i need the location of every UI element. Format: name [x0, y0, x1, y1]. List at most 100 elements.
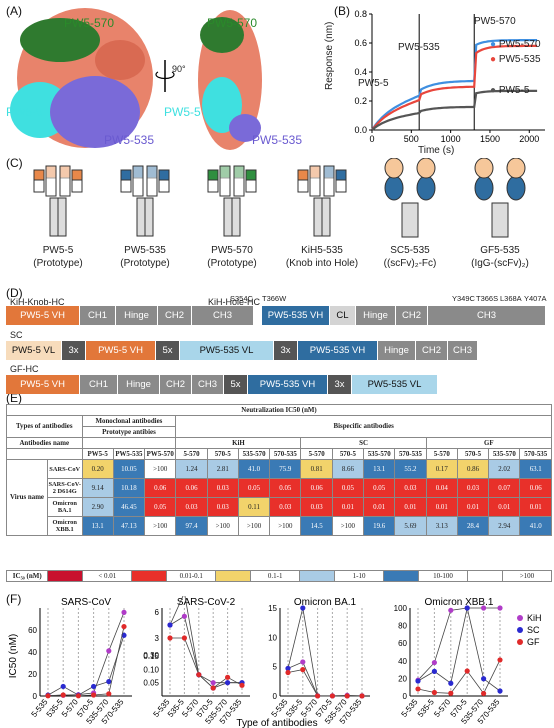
legend-range: 10-100 [418, 570, 469, 582]
chart-xtick-label: 535-5 [416, 697, 436, 719]
bli-curve [371, 39, 538, 131]
column-header: PW5-5 [81, 448, 114, 460]
bli-ytick-label: 0.6 [354, 38, 367, 48]
chart-point [464, 605, 470, 611]
sc-title: SC [10, 330, 23, 340]
table-cell: 1.24 [175, 459, 208, 479]
table-cell: 0.05 [237, 478, 271, 498]
table-cell: 0.01 [394, 497, 427, 517]
column-header: PW5-535 [112, 448, 146, 460]
table-cell: 0.05 [144, 497, 177, 517]
table-row: SARS-CoV-2 D614G 9.14 10.18 0.06 0.06 0.03 0.0… [7, 478, 552, 498]
column-header: 570-5 [456, 448, 490, 460]
chart-point [45, 693, 51, 699]
construct-segment: PW5-535 VL [352, 375, 438, 394]
construct-segment: 3x [274, 341, 298, 360]
chart-point [300, 605, 306, 611]
chart-point [91, 683, 97, 690]
table-cell: 63.1 [519, 459, 552, 479]
chart-point [481, 676, 487, 682]
table-cell: 2.90 [81, 497, 114, 517]
bli-legend-item: ● PW5-570 [490, 39, 541, 50]
chart-point [431, 659, 437, 666]
bli-ytick-label: 0.8 [354, 9, 367, 19]
proto-header: Prototype antibies [81, 426, 177, 438]
kih-hole-title: KiH-Hole-HC [208, 297, 261, 307]
table-cell: >100 [237, 516, 271, 536]
antibody-format-label: GF5-535 (IgG-(scFv)₂) [471, 245, 529, 269]
virus-name-header: Virus name [6, 459, 48, 536]
bli-annot-pw5-5: PW5-5 [358, 78, 389, 89]
construct-segment: PW5-5 VH [6, 375, 80, 394]
ic50-legend: IC₅₀ (nM) < 0.01 0.01-0.1 0.1-1 1-10 10-100 >… [6, 570, 553, 582]
bli-ytick-label: 0.4 [354, 67, 367, 77]
chart-title: SARS-CoV-2 [177, 597, 236, 608]
column-header: 570-5 [206, 448, 239, 460]
f-legend-marker [517, 627, 523, 633]
chart-point [497, 605, 503, 611]
chart-point [448, 690, 454, 696]
chart-point [481, 690, 487, 697]
antibody-format-icon [474, 158, 526, 238]
construct-segment: CH1 [80, 375, 118, 394]
legend-swatch [132, 570, 168, 582]
table-cell: 0.01 [425, 497, 458, 517]
antibody-format-icon [33, 165, 83, 237]
ic50-chart: SARS-CoV5-535535-55-570570-5535-570570-5… [28, 597, 132, 726]
panel-label-d: (D) [6, 286, 23, 300]
mutation-label: L368A [500, 294, 522, 303]
table-cell: >100 [269, 516, 302, 536]
bli-annot-pw5-570: PW5-570 [474, 16, 516, 27]
label-pw5-535-b: PW5-535 [252, 133, 303, 147]
chart-point [239, 682, 245, 688]
table-cell: 0.05 [331, 478, 365, 498]
chart-point [210, 680, 216, 686]
row-name: SARS-CoV [46, 459, 83, 479]
chart-point [60, 692, 66, 698]
chart-xtick-label: 5-570 [432, 697, 452, 719]
table-cell: 97.4 [175, 516, 208, 536]
antibody-format-label: PW5-535 (Prototype) [120, 245, 170, 269]
f-ylabel: IC50 (nM) [8, 634, 19, 678]
legend-swatch [216, 570, 252, 582]
antibody-format-icon [120, 165, 170, 237]
panel-label-f: (F) [6, 592, 22, 606]
table-cell: 9.14 [81, 478, 114, 498]
antibody-format-label: SC5-535 ((scFv)₂-Fc) [383, 245, 437, 269]
ic50-chart: Omicron BA.15-535535-55-570570-5535-5705… [268, 597, 370, 726]
chart-point [315, 693, 321, 699]
chart-series-line [47, 612, 125, 696]
construct-segment: CL [330, 306, 356, 325]
label-pw5-5-b: PW5-5 [164, 105, 201, 119]
bli-xtick-label: 1000 [441, 134, 461, 144]
chart-ytick-label: 40 [398, 657, 407, 666]
construct-segment: PW5-535 VH [248, 375, 328, 394]
bli-ytick-label: 0.2 [354, 96, 367, 106]
antibody-formats [33, 158, 526, 238]
construct-segment: CH1 [80, 306, 116, 325]
chart-point [415, 686, 421, 692]
chart-series-line [169, 615, 242, 684]
ic50-line-charts: SARS-CoV5-535535-55-570570-5535-570570-5… [8, 596, 542, 728]
label-pw5-535-a: PW5-535 [104, 133, 155, 147]
table-cell: 2.94 [488, 516, 521, 536]
chart-point [344, 693, 350, 699]
chart-ytick-label: 80 [398, 622, 407, 631]
chart-ytick-label: 0 [33, 692, 38, 701]
chart-ytick-label: 5 [273, 663, 278, 672]
chart-ytick-label: 20 [398, 674, 407, 683]
table-cell: 0.03 [206, 478, 239, 498]
construct-segment: Hinge [116, 306, 158, 325]
table-cell: 0.03 [300, 497, 333, 517]
chart-point [497, 688, 503, 694]
chart-point [91, 692, 97, 698]
protein-front-view [10, 8, 153, 148]
table-cell: 75.9 [269, 459, 302, 479]
protein-surface-figure [10, 8, 262, 150]
table-cell: 10.05 [112, 459, 146, 479]
chart-ytick-label: 60 [28, 626, 37, 635]
table-cell: 0.07 [488, 478, 521, 498]
construct-segment: CH2 [158, 306, 192, 325]
bli-xtick-label: 0 [369, 134, 374, 144]
bli-curve [371, 89, 538, 131]
